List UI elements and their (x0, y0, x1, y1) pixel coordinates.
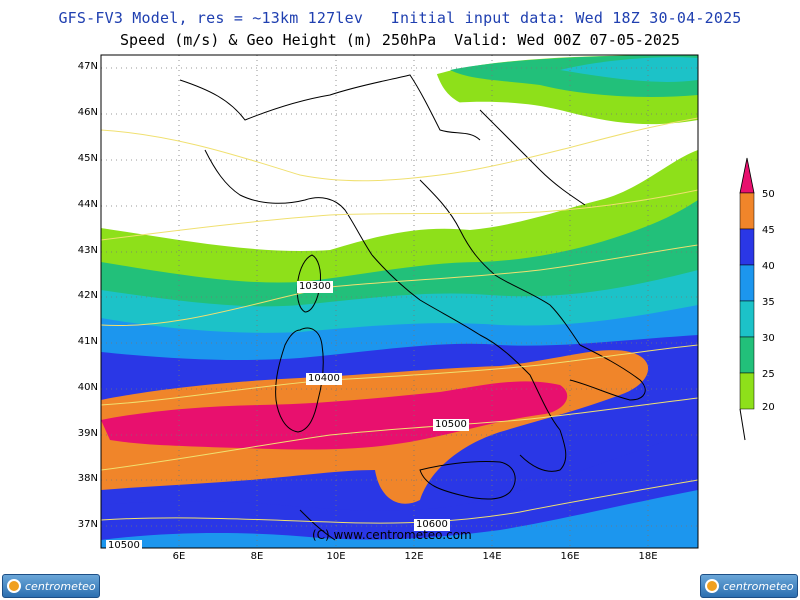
lon-label: 18E (638, 551, 658, 562)
logo-icon (7, 579, 21, 593)
lon-label: 16E (560, 551, 580, 562)
colorbar-label: 40 (762, 261, 775, 272)
logo-icon (705, 579, 719, 593)
graticule (101, 55, 698, 548)
contour-label: 10600 (414, 519, 450, 531)
colorbar-swatch (739, 192, 755, 230)
title-line-1: GFS-FV3 Model, res = ~13km 127lev Initia… (58, 9, 742, 27)
coastlines (179, 74, 646, 541)
lat-label: 40N (77, 382, 98, 393)
lat-label: 44N (77, 199, 98, 210)
colorbar-label: 25 (762, 369, 775, 380)
lon-label: 10E (326, 551, 346, 562)
lon-label: 14E (482, 551, 502, 562)
lat-label: 37N (77, 519, 98, 530)
logo-text: centrometeo (723, 579, 794, 593)
centrometeo-logo-right[interactable]: centrometeo (700, 574, 798, 598)
lat-label: 46N (77, 107, 98, 118)
centrometeo-logo-left[interactable]: centrometeo (2, 574, 100, 598)
colorbar-label: 45 (762, 225, 775, 236)
lat-label: 39N (77, 428, 98, 439)
colorbar-swatch (739, 372, 755, 410)
lat-label: 42N (77, 290, 98, 301)
contour-label: 10300 (297, 281, 333, 293)
colorbar-swatch (739, 300, 755, 338)
lon-label: 12E (404, 551, 424, 562)
lat-label: 41N (77, 336, 98, 347)
lat-label: 47N (77, 61, 98, 72)
lat-label: 45N (77, 153, 98, 164)
logo-text: centrometeo (25, 579, 96, 593)
lat-label: 38N (77, 473, 98, 484)
title-line-2: Speed (m/s) & Geo Height (m) 250hPa Vali… (120, 31, 680, 49)
contour-label: 10500 (106, 540, 142, 552)
contour-label: 10500 (433, 419, 469, 431)
lon-label: 6E (172, 551, 186, 562)
colorbar-label: 20 (762, 402, 775, 413)
colorbar-label: 35 (762, 297, 775, 308)
colorbar-swatch (739, 228, 755, 266)
colorbar-tail (739, 408, 746, 441)
colorbar-label: 30 (762, 333, 775, 344)
colorbar (739, 157, 755, 441)
colorbar-swatch (739, 336, 755, 374)
colorbar-swatch (739, 264, 755, 302)
colorbar-arrow (739, 157, 755, 194)
copyright-text: (C) www.centrometeo.com (312, 528, 472, 542)
wind-speed-field (101, 55, 698, 548)
colorbar-label: 50 (762, 189, 775, 200)
lon-label: 8E (250, 551, 264, 562)
lat-label: 43N (77, 245, 98, 256)
map-frame (100, 54, 699, 549)
contour-label: 10400 (306, 373, 342, 385)
